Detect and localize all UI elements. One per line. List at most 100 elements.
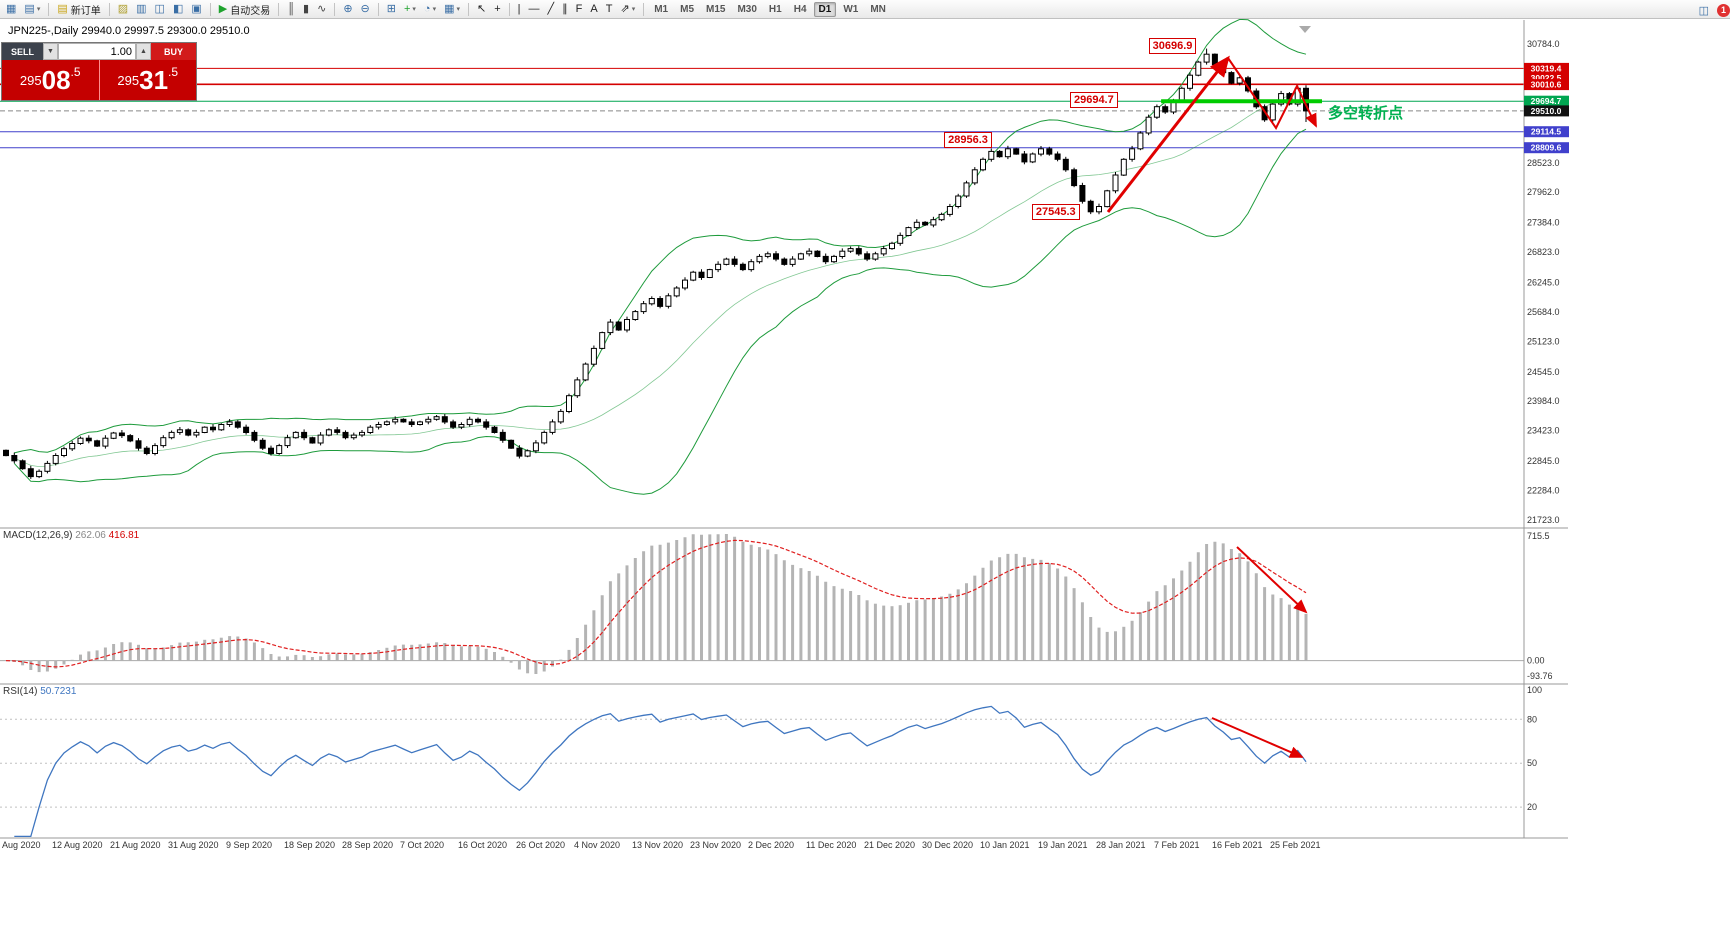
- timeframe-h4-button[interactable]: H4: [793, 3, 807, 15]
- cursor-icon: ↖: [477, 3, 487, 15]
- svg-text:11 Dec 2020: 11 Dec 2020: [806, 840, 856, 850]
- toolbar-separator: [643, 2, 645, 16]
- svg-text:715.5: 715.5: [1527, 531, 1550, 541]
- volume-input[interactable]: [58, 43, 136, 60]
- profiles-icon[interactable]: ▤ ▾: [21, 1, 43, 17]
- svg-text:22845.0: 22845.0: [1527, 456, 1560, 466]
- fibonacci-icon[interactable]: F: [573, 1, 586, 17]
- svg-text:9 Sep 2020: 9 Sep 2020: [226, 840, 272, 850]
- indicators-icon[interactable]: + ▾: [401, 1, 419, 17]
- timeframe-m15-button[interactable]: M15: [706, 3, 726, 15]
- templates-icon[interactable]: ▦ ▾: [441, 1, 463, 17]
- new-chart-icon[interactable]: ▦: [3, 1, 19, 17]
- price-lines[interactable]: [0, 67, 1524, 149]
- templates-icon: ▦: [444, 3, 455, 15]
- date-axis: Aug 2020 12 Aug 2020 21 Aug 2020 31 Aug 202…: [2, 840, 1321, 850]
- chevron-down-icon: ▾: [631, 6, 636, 13]
- sell-price-head: 295: [19, 72, 42, 88]
- timeframe-mn-button[interactable]: MN: [870, 3, 886, 15]
- terminal-icon[interactable]: ▣: [188, 1, 204, 17]
- chart-window[interactable]: 715.5 0.00 -93.76 100 80 50 20 Aug 2020 12 Aug 2…: [0, 18, 1730, 944]
- new-order-button[interactable]: ▤ 新订单: [54, 1, 103, 17]
- timeframe-w1-button[interactable]: W1: [843, 3, 859, 15]
- chevron-down-icon: ▾: [412, 6, 416, 13]
- rsi-panel: 100 80 50 20: [0, 685, 1542, 838]
- trend-arrows[interactable]: [1106, 55, 1317, 213]
- svg-text:30010.6: 30010.6: [1531, 80, 1562, 90]
- zoom-in-icon[interactable]: ⊕: [340, 1, 355, 17]
- channel-icon[interactable]: ∥: [559, 1, 571, 17]
- zoom-out-icon: ⊖: [360, 3, 370, 15]
- indicators-icon: +: [403, 3, 411, 15]
- channel-icon: ∥: [562, 3, 568, 15]
- market-watch-icon[interactable]: ▥: [133, 1, 149, 17]
- volume-up-button[interactable]: ▲: [136, 43, 151, 60]
- chevron-down-icon: ▾: [456, 6, 461, 13]
- vertical-line-icon[interactable]: |: [515, 1, 524, 17]
- trendline-icon[interactable]: ╱: [545, 1, 558, 17]
- timeframe-m1-button[interactable]: M1: [654, 3, 669, 15]
- metaeditor-icon[interactable]: ▨: [115, 1, 131, 17]
- periods-icon[interactable]: ◔ ▾: [421, 1, 439, 17]
- price-callout[interactable]: 30696.9: [1148, 37, 1197, 54]
- svg-text:25684.0: 25684.0: [1527, 307, 1560, 317]
- timeframe-m5-button[interactable]: M5: [680, 3, 695, 15]
- trade-panel-quotes: 295 08.5 295 31.5: [2, 60, 196, 100]
- svg-text:28 Jan 2021: 28 Jan 2021: [1096, 840, 1146, 850]
- svg-text:26823.0: 26823.0: [1527, 247, 1560, 257]
- buy-button[interactable]: BUY: [151, 43, 196, 60]
- text-icon: A: [590, 3, 598, 15]
- toolbar-separator: [377, 2, 379, 16]
- arrows-icon[interactable]: ⇗ ▾: [617, 1, 638, 17]
- sell-price-display[interactable]: 295 08.5: [2, 60, 100, 100]
- svg-text:24545.0: 24545.0: [1527, 367, 1560, 377]
- data-window-icon[interactable]: ◫: [152, 1, 168, 17]
- rsi-value: 50.7231: [40, 686, 77, 697]
- svg-text:30319.4: 30319.4: [1531, 63, 1562, 73]
- svg-text:26 Oct 2020: 26 Oct 2020: [516, 840, 565, 850]
- horizontal-line-icon[interactable]: ―: [526, 1, 543, 17]
- svg-text:80: 80: [1527, 714, 1537, 724]
- svg-text:25 Feb 2021: 25 Feb 2021: [1270, 840, 1321, 850]
- autotrading-button[interactable]: ▶ 自动交易: [216, 1, 273, 17]
- text-icon[interactable]: A: [587, 1, 600, 17]
- label-icon[interactable]: T: [603, 1, 616, 17]
- chevron-down-icon: ▾: [432, 6, 437, 13]
- buy-price-display[interactable]: 295 31.5: [100, 60, 197, 100]
- svg-text:100: 100: [1527, 685, 1542, 695]
- bars-chart-icon[interactable]: ║: [284, 1, 298, 17]
- cursor-icon[interactable]: ↖: [474, 1, 489, 17]
- autotrading-button: ▶: [218, 3, 228, 15]
- sell-button[interactable]: SELL: [2, 43, 43, 60]
- bars-chart-icon: ║: [287, 3, 296, 15]
- timeframe-h1-button[interactable]: H1: [768, 3, 782, 15]
- toolbar-separator: [209, 2, 211, 16]
- chart-window-icon[interactable]: ◫: [1698, 4, 1709, 17]
- terminal-icon: ▣: [191, 3, 202, 15]
- timeframe-m30-button[interactable]: M30: [737, 3, 757, 15]
- tile-windows-icon[interactable]: ⊞: [384, 1, 399, 17]
- svg-text:20: 20: [1527, 802, 1537, 812]
- zoom-out-icon[interactable]: ⊖: [358, 1, 373, 17]
- timeframe-d1-button[interactable]: D1: [813, 1, 837, 17]
- crosshair-icon[interactable]: +: [491, 1, 503, 17]
- navigator-icon[interactable]: ◧: [170, 1, 186, 17]
- alert-badge[interactable]: 1: [1717, 3, 1730, 17]
- volume-down-button[interactable]: ▼: [43, 43, 58, 60]
- price-callout[interactable]: 28956.3: [944, 132, 992, 149]
- line-chart-icon[interactable]: ∿: [314, 1, 329, 17]
- price-callout[interactable]: 27545.3: [1031, 204, 1080, 221]
- new-order-button-label: 新订单: [70, 5, 101, 17]
- candlestick-chart-icon[interactable]: ▮: [300, 1, 312, 17]
- chart-frame: [0, 20, 1568, 839]
- price-callout[interactable]: 29694.7: [1069, 92, 1118, 108]
- chart-canvas[interactable]: 715.5 0.00 -93.76 100 80 50 20 Aug 2020 12 Aug 2…: [0, 18, 1575, 880]
- turning-point-label[interactable]: 多空转折点: [1328, 105, 1404, 122]
- data-window-icon: ◫: [154, 3, 165, 15]
- svg-text:30022.5: 30022.5: [1531, 73, 1562, 83]
- arrows-icon: ⇗: [620, 3, 630, 15]
- toolbar-separator: [508, 2, 510, 16]
- svg-text:7 Oct 2020: 7 Oct 2020: [400, 840, 444, 850]
- toolbar-separator: [108, 2, 110, 16]
- toolbar-separator: [278, 2, 280, 16]
